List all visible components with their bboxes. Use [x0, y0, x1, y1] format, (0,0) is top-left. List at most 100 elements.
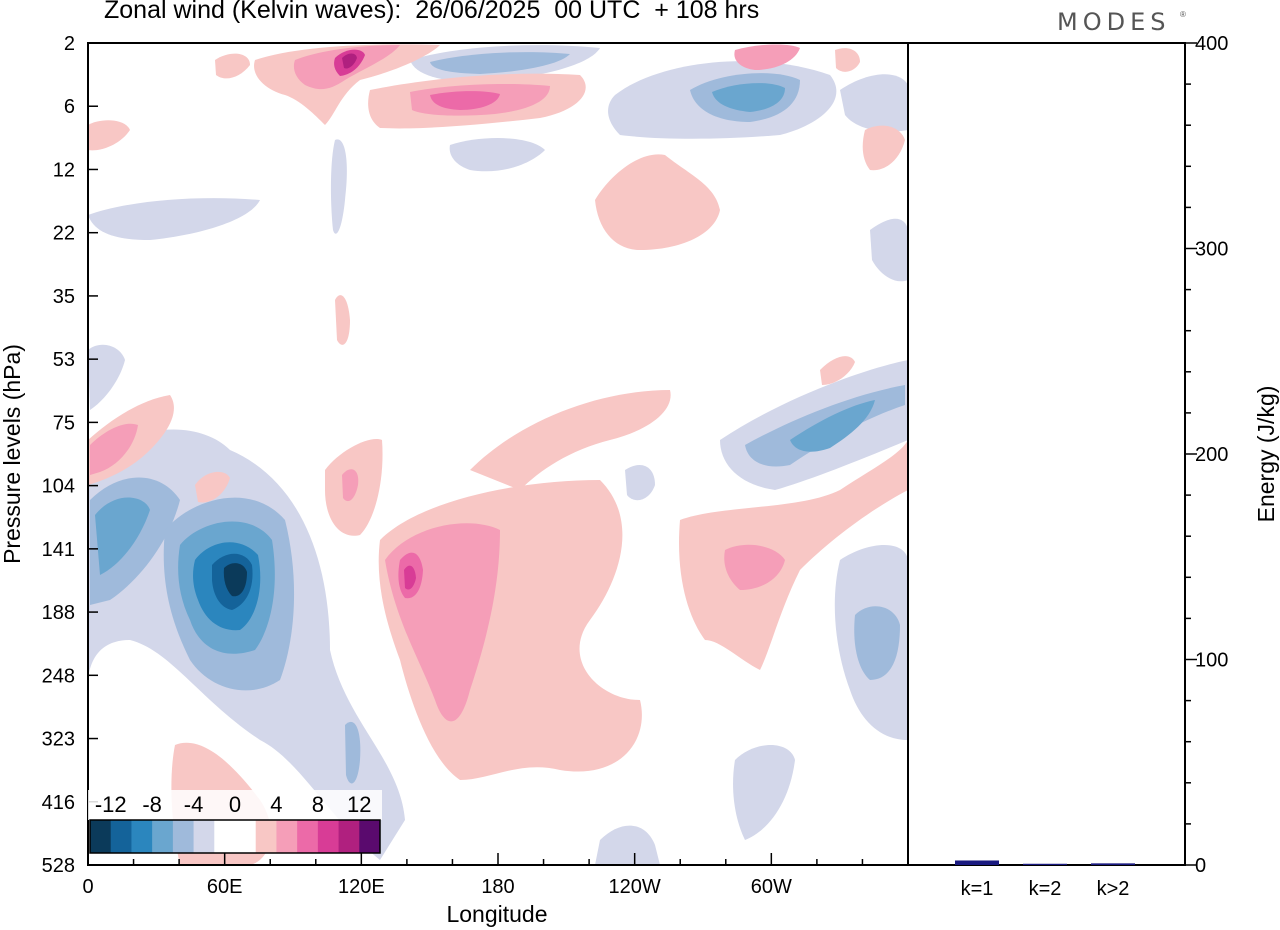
energy-bar — [955, 860, 999, 865]
westerly-contour — [342, 469, 359, 502]
colorbar-label: -12 — [95, 792, 127, 817]
colorbar-swatch — [110, 820, 132, 853]
colorbar-swatch — [235, 820, 257, 853]
easterly-contour — [790, 400, 875, 452]
westerly-contour — [679, 440, 908, 670]
energy-tick-label: 200 — [1195, 444, 1228, 466]
y-tick-label: 75 — [53, 412, 75, 434]
colorbar-label: 8 — [312, 792, 324, 817]
y-tick-label: 248 — [42, 665, 75, 687]
easterly-contour — [733, 745, 795, 840]
westerly-contour — [430, 91, 500, 110]
easterly-contour — [712, 83, 785, 112]
y-tick-label: 188 — [42, 602, 75, 624]
energy-tick-label: 300 — [1195, 239, 1228, 261]
colorbar-swatch — [276, 820, 298, 853]
y-tick-label: 12 — [53, 159, 75, 181]
westerly-contour — [470, 390, 671, 490]
colorbar-frame — [89, 819, 381, 854]
y-tick-label: 528 — [42, 855, 75, 877]
chart-title: Zonal wind (Kelvin waves): 26/06/2025 00… — [104, 0, 760, 24]
energy-bars: k=1 k=2 k>2 — [955, 860, 1135, 900]
colorbar-swatch — [90, 820, 112, 853]
westerly-contour — [90, 423, 138, 475]
x-tick-label: 60W — [751, 876, 792, 898]
colorbar-swatch — [317, 820, 340, 853]
westerly-contour — [88, 120, 130, 151]
wind-contours — [88, 44, 908, 865]
westerly-contour — [820, 356, 855, 385]
colorbar-swatch — [131, 820, 153, 853]
colorbar-label: 4 — [270, 792, 282, 817]
colorbar-swatch — [297, 820, 319, 853]
modes-logo: MODES — [1057, 8, 1171, 36]
easterly-contour — [430, 52, 570, 74]
colorbar-label: -4 — [184, 792, 204, 817]
westerly-contour — [342, 53, 357, 69]
energy-axis-title: Energy (J/kg) — [1253, 386, 1279, 523]
easterly-contour — [330, 139, 347, 234]
y-axis-title: Pressure levels (hPa) — [0, 344, 25, 564]
westerly-contour — [404, 565, 416, 590]
colorbar-label: 0 — [229, 792, 241, 817]
energy-bar — [1091, 863, 1135, 865]
easterly-contour — [840, 74, 908, 132]
colorbar-swatch — [152, 820, 174, 853]
y-tick-label: 2 — [64, 33, 75, 55]
registered-mark: ® — [1180, 10, 1186, 19]
easterly-contour — [595, 825, 660, 865]
colorbar-swatch — [338, 820, 360, 853]
westerly-contour — [195, 471, 230, 503]
energy-tick-label: 100 — [1195, 650, 1228, 672]
colorbar-swatch — [172, 820, 195, 853]
colorbar-swatch — [193, 820, 215, 853]
easterly-contour — [449, 138, 545, 172]
energy-tick-label: 400 — [1195, 33, 1228, 55]
easterly-contour — [345, 721, 361, 784]
y-tick-label: 323 — [42, 729, 75, 751]
y-tick-label: 416 — [42, 792, 75, 814]
y-tick-label: 6 — [64, 96, 75, 118]
colorbar-swatch — [359, 820, 381, 853]
y-tick-label: 22 — [53, 223, 75, 245]
x-tick-label: 120E — [338, 876, 385, 898]
westerly-contour — [862, 125, 905, 171]
y-tick-label: 35 — [53, 286, 75, 308]
easterly-contour — [854, 606, 900, 680]
x-tick-label: 0 — [82, 876, 93, 898]
y-tick-label: 53 — [53, 349, 75, 371]
energy-bar — [1023, 863, 1067, 865]
easterly-contour — [88, 344, 125, 410]
x-tick-label: 120W — [609, 876, 661, 898]
easterly-contour — [870, 218, 908, 282]
y-tick-label: 141 — [42, 539, 75, 561]
energy-category-label: k=1 — [961, 878, 994, 900]
longitude-axis: 0 60E 120E 180 120W 60W — [82, 853, 909, 898]
westerly-contour — [335, 295, 350, 345]
colorbar-swatch — [214, 820, 236, 853]
colorbar-swatch — [255, 820, 277, 853]
colorbar: -12 -8 -4 0 4 8 12 — [88, 790, 382, 854]
x-tick-label: 180 — [481, 876, 514, 898]
colorbar-label: 12 — [347, 792, 371, 817]
westerly-contour — [215, 53, 250, 79]
easterly-contour — [95, 497, 150, 575]
westerly-contour — [595, 154, 720, 250]
energy-category-label: k=2 — [1029, 878, 1062, 900]
easterly-contour — [625, 465, 655, 501]
easterly-contour — [223, 563, 247, 597]
colorbar-label-backdrop — [88, 790, 382, 820]
energy-panel-frame — [907, 42, 1186, 866]
y-tick-label: 104 — [42, 476, 75, 498]
pressure-axis: 2 6 12 22 35 53 75 104 141 188 248 323 416 528 — [42, 33, 98, 877]
westerly-contour — [724, 544, 785, 590]
westerly-contour — [734, 44, 800, 70]
x-tick-label: 60E — [207, 876, 243, 898]
energy-category-label: k>2 — [1097, 878, 1130, 900]
westerly-contour — [835, 48, 860, 72]
colorbar-label: -8 — [142, 792, 162, 817]
x-axis-title: Longitude — [446, 901, 547, 927]
energy-tick-label: 0 — [1195, 855, 1206, 877]
energy-axis: 0 100 200 300 400 — [1185, 33, 1228, 877]
